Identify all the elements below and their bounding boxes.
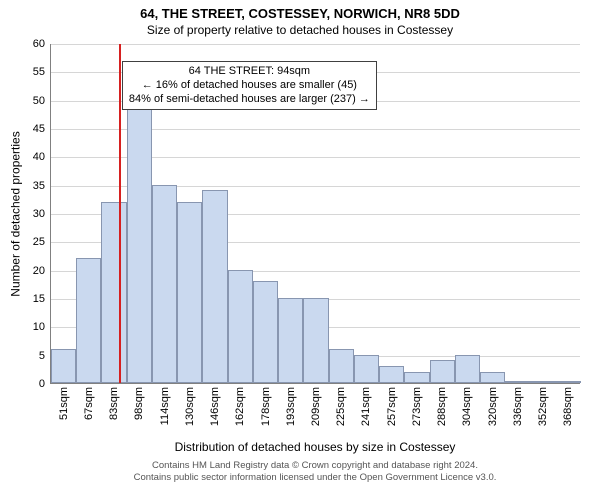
x-tick-label: 241sqm (360, 387, 372, 426)
annotation-line1: 64 THE STREET: 94sqm (129, 65, 370, 79)
x-tick-label: 83sqm (108, 387, 120, 420)
histogram-bar (51, 349, 76, 383)
annotation-box: 64 THE STREET: 94sqm ← 16% of detached h… (122, 61, 377, 110)
histogram-bar (455, 355, 480, 383)
y-tick-label: 20 (33, 265, 45, 277)
chart-title-sub: Size of property relative to detached ho… (0, 21, 600, 37)
y-tick-label: 15 (33, 293, 45, 305)
footer-line1: Contains HM Land Registry data © Crown c… (50, 460, 580, 472)
x-tick-label: 273sqm (411, 387, 423, 426)
x-tick-label: 336sqm (512, 387, 524, 426)
x-tick-label: 320sqm (487, 387, 499, 426)
x-tick-label: 67sqm (83, 387, 95, 420)
y-tick-label: 35 (33, 180, 45, 192)
histogram-bar (354, 355, 379, 383)
histogram-bar (177, 202, 202, 383)
histogram-bar (127, 100, 152, 383)
y-tick-label: 25 (33, 236, 45, 248)
y-tick-label: 40 (33, 151, 45, 163)
footer-attribution: Contains HM Land Registry data © Crown c… (50, 460, 580, 484)
y-axis-label: Number of detached properties (9, 131, 23, 296)
x-tick-label: 162sqm (234, 387, 246, 426)
x-tick-label: 178sqm (260, 387, 272, 426)
histogram-bar (404, 372, 429, 383)
y-tick-label: 30 (33, 208, 45, 220)
histogram-bar (253, 281, 278, 383)
y-tick-label: 10 (33, 321, 45, 333)
y-tick-label: 45 (33, 123, 45, 135)
x-tick-label: 288sqm (436, 387, 448, 426)
x-axis-label: Distribution of detached houses by size … (50, 440, 580, 454)
y-tick-label: 55 (33, 66, 45, 78)
histogram-bar (101, 202, 126, 383)
x-tick-label: 146sqm (209, 387, 221, 426)
y-tick-label: 60 (33, 38, 45, 50)
gridline (51, 44, 580, 45)
histogram-bar (278, 298, 303, 383)
histogram-bar (329, 349, 354, 383)
histogram-bar (228, 270, 253, 383)
x-tick-label: 304sqm (461, 387, 473, 426)
x-tick-label: 114sqm (159, 387, 171, 425)
x-tick-label: 130sqm (184, 387, 196, 426)
y-tick-label: 5 (39, 350, 45, 362)
chart-area: 05101520253035404550556051sqm67sqm83sqm9… (50, 44, 580, 384)
histogram-bar (505, 381, 530, 383)
x-tick-label: 352sqm (537, 387, 549, 426)
x-tick-label: 209sqm (310, 387, 322, 426)
x-tick-label: 225sqm (335, 387, 347, 426)
footer-line2: Contains public sector information licen… (50, 472, 580, 484)
histogram-bar (303, 298, 328, 383)
x-tick-label: 98sqm (133, 387, 145, 420)
annotation-line3: 84% of semi-detached houses are larger (… (129, 93, 370, 107)
y-tick-label: 0 (39, 378, 45, 390)
histogram-bar (202, 190, 227, 383)
x-tick-label: 51sqm (58, 387, 70, 420)
annotation-line2: ← 16% of detached houses are smaller (45… (129, 79, 370, 93)
y-tick-label: 50 (33, 95, 45, 107)
histogram-bar (76, 258, 101, 383)
histogram-bar (556, 381, 581, 383)
x-tick-label: 257sqm (386, 387, 398, 426)
histogram-bar (480, 372, 505, 383)
histogram-bar (379, 366, 404, 383)
x-tick-label: 368sqm (562, 387, 574, 426)
y-axis-label-wrap: Number of detached properties (10, 44, 22, 384)
chart-title-main: 64, THE STREET, COSTESSEY, NORWICH, NR8 … (0, 0, 600, 21)
histogram-bar (430, 360, 455, 383)
reference-line (119, 44, 121, 383)
histogram-bar (152, 185, 177, 383)
histogram-bar (531, 381, 556, 383)
x-tick-label: 193sqm (285, 387, 297, 426)
